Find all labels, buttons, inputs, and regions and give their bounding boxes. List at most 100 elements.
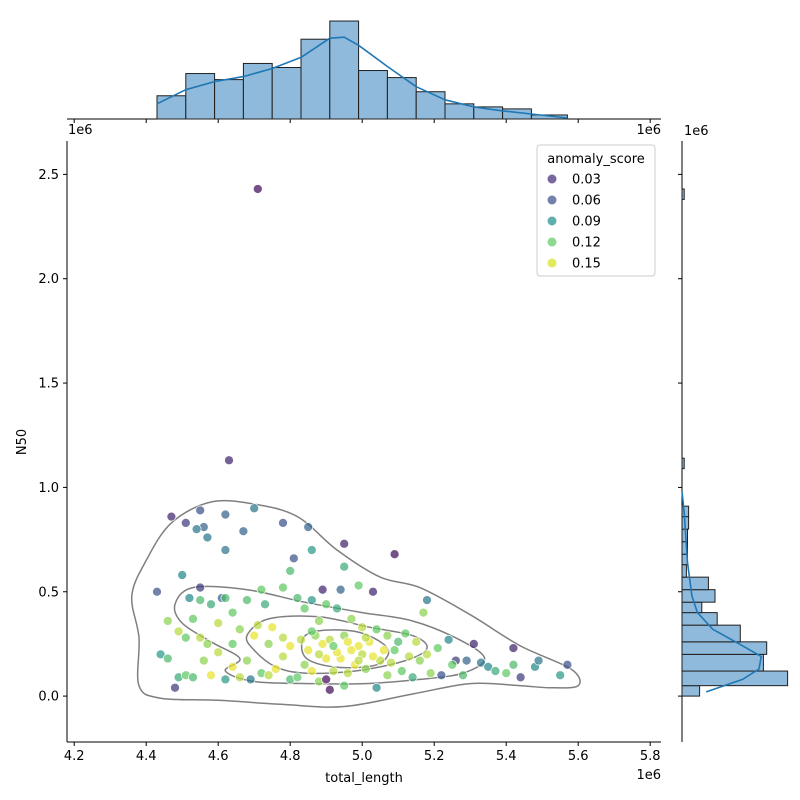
x-offset-label: 1e6 <box>636 768 661 783</box>
scatter-point <box>382 630 393 641</box>
scatter-point <box>278 518 288 528</box>
scatter-point <box>195 595 206 605</box>
scatter-point <box>324 684 335 695</box>
scatter-point <box>371 624 382 635</box>
legend-marker <box>547 216 557 226</box>
scatter-point <box>227 639 238 649</box>
scatter-point <box>389 645 400 656</box>
scatter-point <box>321 599 332 610</box>
y-tick-label: 1.0 <box>38 481 59 496</box>
scatter-point <box>306 666 317 676</box>
scatter-point <box>436 670 447 681</box>
scatter-point <box>303 522 314 532</box>
scatter-point <box>188 672 198 683</box>
scatter-point <box>227 662 238 672</box>
x-tick-label: 5.6 <box>568 749 589 764</box>
top-hist-right-offset: 1e6 <box>636 123 661 138</box>
legend-label: 0.15 <box>572 257 601 272</box>
legend-label: 0.06 <box>572 194 601 209</box>
y-axis-label: N50 <box>15 429 30 455</box>
scatter-point <box>476 657 486 668</box>
scatter-point <box>468 639 479 649</box>
scatter-point <box>170 682 180 693</box>
y-tick-label: 2.0 <box>38 272 59 287</box>
scatter-point <box>339 680 350 691</box>
right-hist-bar <box>681 505 690 518</box>
right-marginal-histogram <box>678 141 789 742</box>
scatter-point <box>306 595 317 605</box>
scatter-point <box>461 655 472 666</box>
scatter-point <box>360 632 371 643</box>
scatter-point <box>339 561 350 572</box>
scatter-point <box>371 682 382 693</box>
scatter-point <box>353 641 364 651</box>
scatter-point <box>418 607 429 618</box>
scatter-point <box>213 618 224 628</box>
x-tick-label: 5.0 <box>352 749 373 764</box>
scatter-point <box>422 649 432 660</box>
scatter-point <box>220 674 231 685</box>
right-hist-bar <box>681 457 685 470</box>
scatter-point <box>353 580 364 591</box>
right-hist-bar <box>681 685 701 697</box>
scatter-point <box>317 584 328 595</box>
x-tick-label: 5.8 <box>640 749 661 764</box>
scatter-point <box>184 593 195 603</box>
scatter-point <box>162 616 173 626</box>
scatter-point <box>285 566 296 576</box>
scatter-point <box>220 509 231 520</box>
top-hist-bar <box>530 114 568 120</box>
scatter-point <box>306 626 317 637</box>
top-kde-line <box>156 36 568 119</box>
scatter-point <box>328 666 339 676</box>
scatter-point <box>314 616 324 626</box>
scatter-point <box>238 526 249 537</box>
scatter-point <box>234 624 245 635</box>
scatter-point <box>368 586 378 597</box>
right-hist-bar <box>681 601 703 614</box>
scatter-point <box>555 670 566 681</box>
scatter-point <box>458 670 468 681</box>
scatter-point <box>414 655 425 666</box>
scatter-point <box>166 511 177 522</box>
scatter-point <box>162 653 173 664</box>
x-tick-label: 4.4 <box>136 749 157 764</box>
scatter-point <box>353 655 364 666</box>
legend-marker <box>547 258 557 268</box>
scatter-point <box>202 639 213 649</box>
scatter-point <box>267 622 278 633</box>
x-tick-label: 4.8 <box>280 749 301 764</box>
scatter-point <box>533 655 544 666</box>
scatter-point <box>346 645 357 656</box>
scatter-point <box>242 655 252 666</box>
scatter-point <box>335 584 346 595</box>
scatter-point <box>508 643 519 653</box>
scatter-point <box>407 672 418 683</box>
legend-marker <box>547 237 557 247</box>
scatter-point <box>357 622 368 633</box>
scatter-point <box>213 647 224 658</box>
scatter-point <box>382 670 393 681</box>
scatter-point <box>288 553 299 564</box>
scatter-point <box>206 599 216 610</box>
top-hist-bar <box>214 79 244 120</box>
right-kde-line <box>681 491 762 693</box>
scatter-point <box>317 639 328 649</box>
legend-label: 0.03 <box>572 173 601 188</box>
scatter-point <box>173 626 184 637</box>
scatter-point <box>180 632 191 643</box>
scatter-point <box>249 630 260 641</box>
top-hist-bar <box>329 20 360 120</box>
y-tick-label: 1.5 <box>38 377 59 392</box>
density-contour <box>300 629 390 669</box>
scatter-point <box>360 664 371 674</box>
scatter-point <box>263 670 274 681</box>
scatter-point <box>177 570 188 580</box>
scatter-point <box>404 651 414 662</box>
top-hist-bar <box>358 70 388 120</box>
scatter-point <box>292 593 303 603</box>
scatter-point <box>263 639 274 649</box>
x-tick-label: 4.6 <box>208 749 229 764</box>
scatter-point <box>299 659 310 670</box>
